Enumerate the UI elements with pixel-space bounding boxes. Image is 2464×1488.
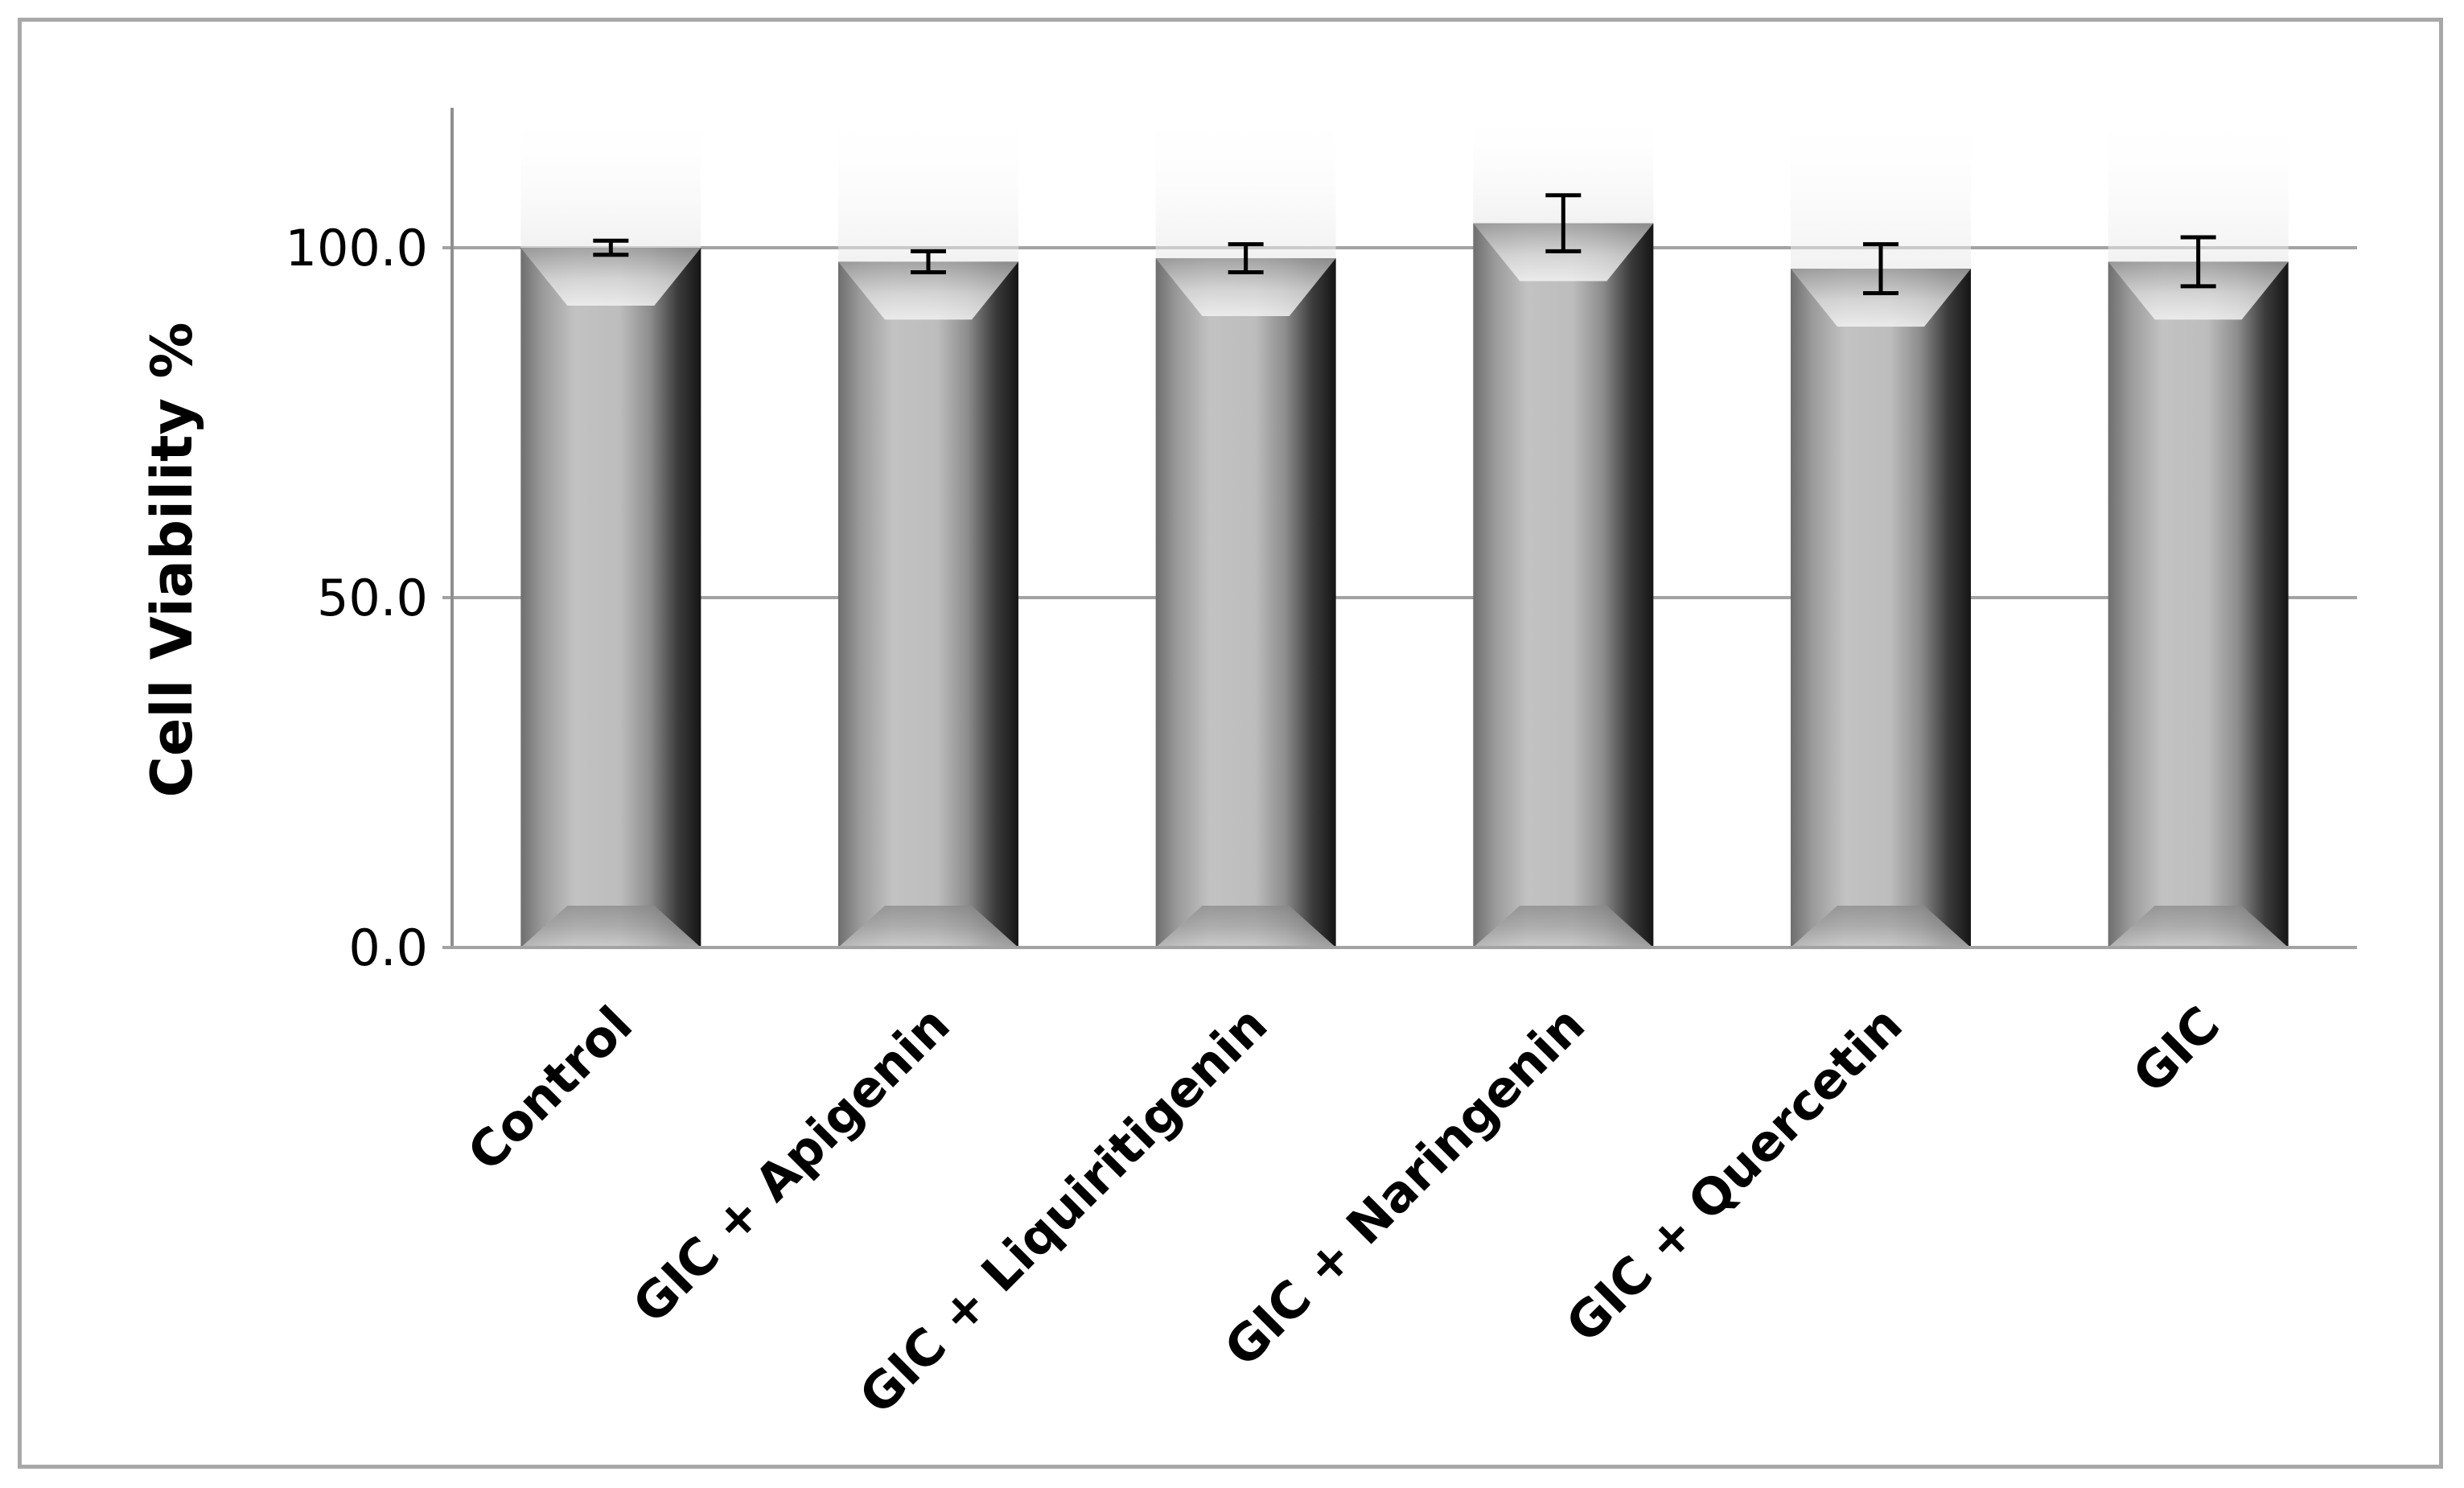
bar-bottom-bevel: [520, 906, 701, 947]
bar: [838, 261, 1018, 947]
bar-ghost: [520, 108, 701, 248]
x-category-label: Control: [456, 995, 644, 1182]
y-tick-label: 50.0: [317, 569, 428, 627]
bar: [520, 248, 701, 947]
bar-top-bevel: [1791, 269, 1971, 327]
bar-bottom-bevel: [1791, 906, 1971, 947]
y-axis-title: Cell Viability %: [139, 322, 205, 797]
x-category-label: GIC + Naringenin: [1213, 995, 1596, 1378]
x-category-label: GIC + Quercetin: [1554, 995, 1913, 1354]
bar-ghost: [838, 108, 1018, 262]
gridlines: [442, 246, 2357, 949]
y-tick-label: 0.0: [348, 919, 428, 977]
bar-bottom-bevel: [1155, 906, 1336, 947]
y-tick-label: 100.0: [286, 219, 429, 277]
bar-bottom-bevel: [2108, 906, 2289, 947]
bar-ghost: [1791, 108, 1971, 269]
bar: [2108, 261, 2289, 947]
axes: [442, 108, 2357, 949]
bar-top-bevel: [838, 261, 1018, 320]
x-category-label: GIC: [2121, 995, 2231, 1104]
bars: [520, 108, 2289, 948]
bar-bottom-bevel: [838, 906, 1018, 947]
bar-ghost: [1155, 108, 1336, 259]
bar-top-bevel: [1155, 258, 1336, 317]
bar-top-bevel: [2108, 261, 2289, 320]
bar-bottom-bevel: [1473, 906, 1654, 947]
x-category-label: GIC + Apigenin: [621, 995, 961, 1334]
bar: [1473, 223, 1654, 947]
bar: [1155, 258, 1336, 947]
bar: [1791, 269, 1971, 948]
bar-top-bevel: [520, 248, 701, 306]
